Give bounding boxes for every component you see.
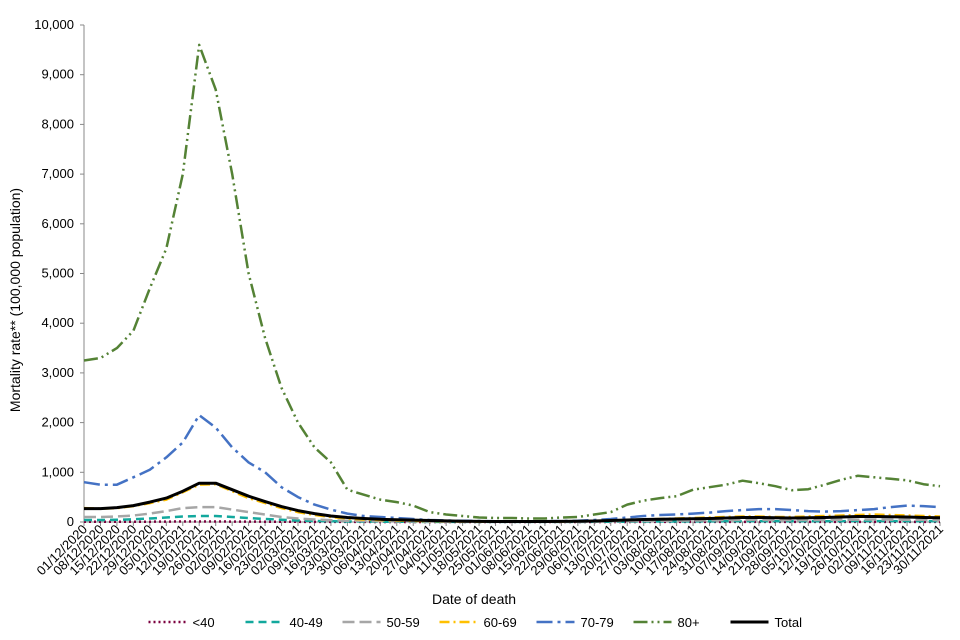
y-tick-label: 5,000 <box>41 266 74 281</box>
y-tick-label: 9,000 <box>41 67 74 82</box>
y-tick-label: 7,000 <box>41 166 74 181</box>
legend-label: 70-79 <box>581 615 614 630</box>
legend-label: 50-59 <box>387 615 420 630</box>
y-tick-label: 4,000 <box>41 315 74 330</box>
series-line <box>83 43 941 520</box>
legend-label: <40 <box>193 615 215 630</box>
y-axis-title: Mortality rate** (100,000 population) <box>7 188 23 412</box>
series-line <box>83 413 941 523</box>
series-line <box>84 505 941 524</box>
legend-label: Total <box>775 615 803 630</box>
legend-label: 80+ <box>678 615 700 630</box>
legend-label: 60-69 <box>484 615 517 630</box>
series-line <box>83 482 941 523</box>
y-tick-label: 1,000 <box>41 464 74 479</box>
legend-label: 40-49 <box>290 615 323 630</box>
y-tick-label: 10,000 <box>34 17 74 32</box>
series-line <box>84 481 941 523</box>
y-tick-label: 0 <box>67 514 74 529</box>
y-tick-label: 3,000 <box>41 365 74 380</box>
y-tick-label: 2,000 <box>41 415 74 430</box>
x-axis-title: Date of death <box>432 591 516 607</box>
y-tick-label: 6,000 <box>41 216 74 231</box>
y-tick-label: 8,000 <box>41 116 74 131</box>
